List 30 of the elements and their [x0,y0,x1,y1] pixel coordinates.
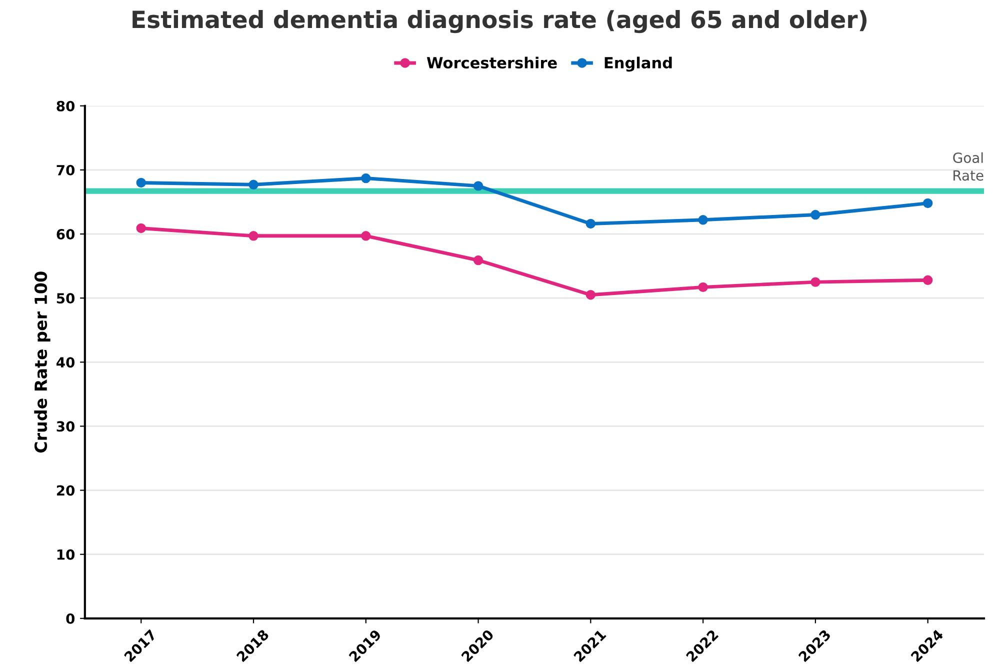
y-tick-label: 50 [56,293,75,304]
ref-line-label: Goal Rate [953,152,984,181]
point [361,231,371,241]
point [922,198,933,208]
y-tick-label: 60 [56,228,75,240]
point [136,223,146,234]
y-tick-label: 80 [56,100,75,112]
point [698,282,708,292]
point [361,173,371,184]
y-tick-label: 30 [56,421,75,432]
point [473,181,484,191]
y-tick-label: 40 [56,357,75,368]
point [248,231,258,241]
y-tick-label: 0 [66,613,75,624]
point [136,178,146,188]
point [922,275,933,285]
point [810,277,820,287]
y-axis-title: Crude Rate per 100 [34,272,50,453]
y-tick-label: 20 [56,485,75,496]
point [586,218,596,229]
point [810,210,820,220]
legend-label: England [604,56,672,72]
point [248,180,258,190]
point [473,255,484,266]
point [698,215,708,225]
chart-title: Estimated dementia diagnosis rate (aged 65 and older) [132,10,867,34]
y-tick-label: 70 [56,164,75,176]
legend-label: Worcestershire [426,56,557,69]
y-tick-label: 10 [57,549,75,560]
point [586,290,596,300]
